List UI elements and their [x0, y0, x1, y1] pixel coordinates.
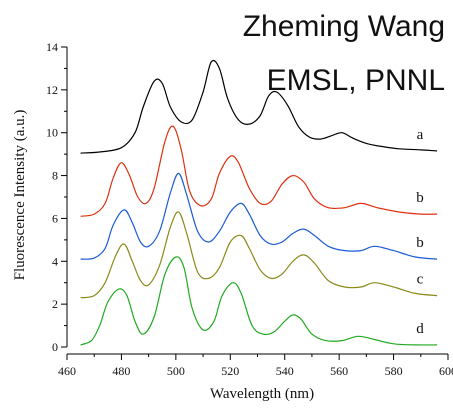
labels-layer: a b b c d: [416, 127, 424, 337]
series-label-3: b: [416, 235, 424, 251]
y-tick-label: 14: [46, 40, 58, 54]
watermark-name: Zheming Wang: [242, 10, 445, 43]
x-axis-label: Wavelength (nm): [210, 386, 314, 402]
x-tick-label: 580: [385, 364, 403, 378]
y-tick-label: 6: [52, 211, 58, 225]
y-tick-label: 0: [52, 340, 58, 354]
series-line-5: [80, 256, 438, 346]
series-layer: [80, 59, 438, 346]
x-tick-label: 480: [112, 364, 130, 378]
axes: 0 2 4 6 8 10 12 14 460 480 500 520 540 560 580 600: [46, 40, 453, 378]
y-tick-label: 4: [52, 254, 58, 268]
x-tick-label: 460: [58, 364, 76, 378]
x-tick-label: 560: [330, 364, 348, 378]
x-tick-label: 540: [276, 364, 294, 378]
series-label-1: a: [417, 127, 424, 143]
series-label-4: c: [417, 272, 424, 288]
series-line-2: [80, 125, 438, 217]
series-label-5: d: [416, 321, 424, 337]
y-tick-label: 2: [52, 297, 58, 311]
watermark-affiliation: EMSL, PNNL: [266, 64, 445, 97]
series-label-2: b: [416, 190, 424, 206]
y-axis-label: Fluorescence Intensity (a.u.): [12, 110, 28, 281]
series-line-1: [80, 59, 438, 154]
x-tick-label: 520: [221, 364, 239, 378]
x-tick-label: 500: [167, 364, 185, 378]
y-tick-label: 8: [52, 169, 58, 183]
x-tick-label: 600: [439, 364, 453, 378]
y-tick-label: 12: [46, 83, 58, 97]
y-tick-label: 10: [46, 126, 58, 140]
series-line-4: [80, 211, 438, 299]
series-line-3: [80, 172, 438, 260]
